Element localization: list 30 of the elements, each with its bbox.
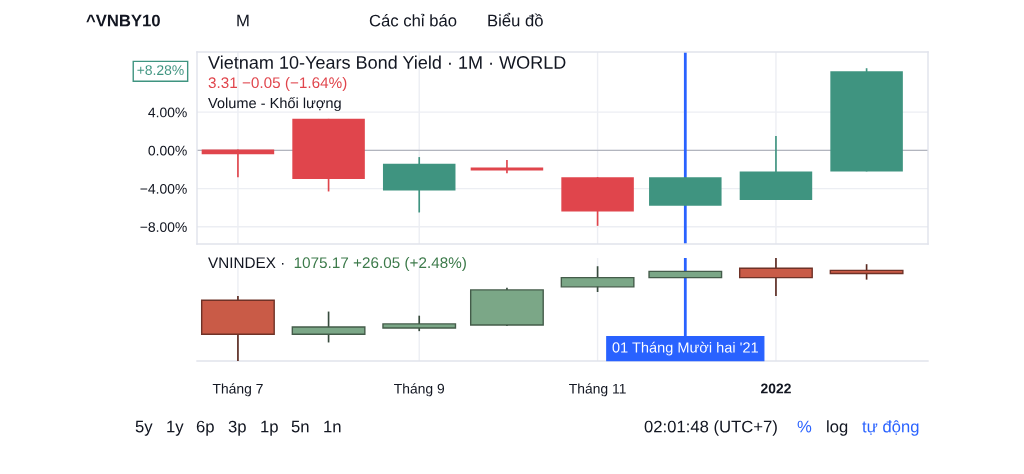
text: 3p [228, 420, 246, 436]
text: M [237, 14, 249, 27]
x-tick-label: Tháng 9 [394, 383, 445, 397]
y-tick-label: −4.00% [140, 183, 187, 194]
text: ^VNBY10 [86, 14, 160, 27]
text: 6p [196, 420, 214, 436]
text: Biểu đồ [488, 12, 543, 27]
text: tự động [862, 420, 919, 436]
chart-title: VNINDEX · [208, 257, 284, 268]
text: log [827, 420, 848, 436]
text: 3.31 −0.05 (−1.64%) [208, 76, 347, 92]
chart-title: Vietnam 10-Years Bond Yield · 1M · WORLD [208, 55, 566, 69]
text: 1n [324, 420, 341, 433]
text: % [797, 420, 812, 433]
y-tick-label: −8.00% [140, 222, 187, 232]
x-tick-label: Tháng 11 [569, 383, 626, 397]
x-tick-label: 2022 [760, 383, 791, 394]
text: 1y [167, 420, 184, 436]
text: Các chỉ báo [369, 13, 457, 27]
text: 5y [135, 420, 153, 436]
ref-line-label: 01 Tháng Mười hai '21 [612, 341, 758, 356]
annotation: Volume - Khối lượng [208, 96, 341, 112]
text: 1p [261, 420, 278, 436]
text: 5n [291, 420, 309, 433]
y-tick-label: 0.00% [148, 145, 187, 156]
y-tick-label: 4.00% [148, 107, 187, 118]
text: +8.28% [137, 65, 184, 76]
text: 02:01:48 (UTC+7) [644, 420, 777, 436]
chart-subtitle: 1075.17 +26.05 (+2.48%) [294, 256, 466, 272]
x-tick-label: Tháng 7 [212, 383, 263, 397]
